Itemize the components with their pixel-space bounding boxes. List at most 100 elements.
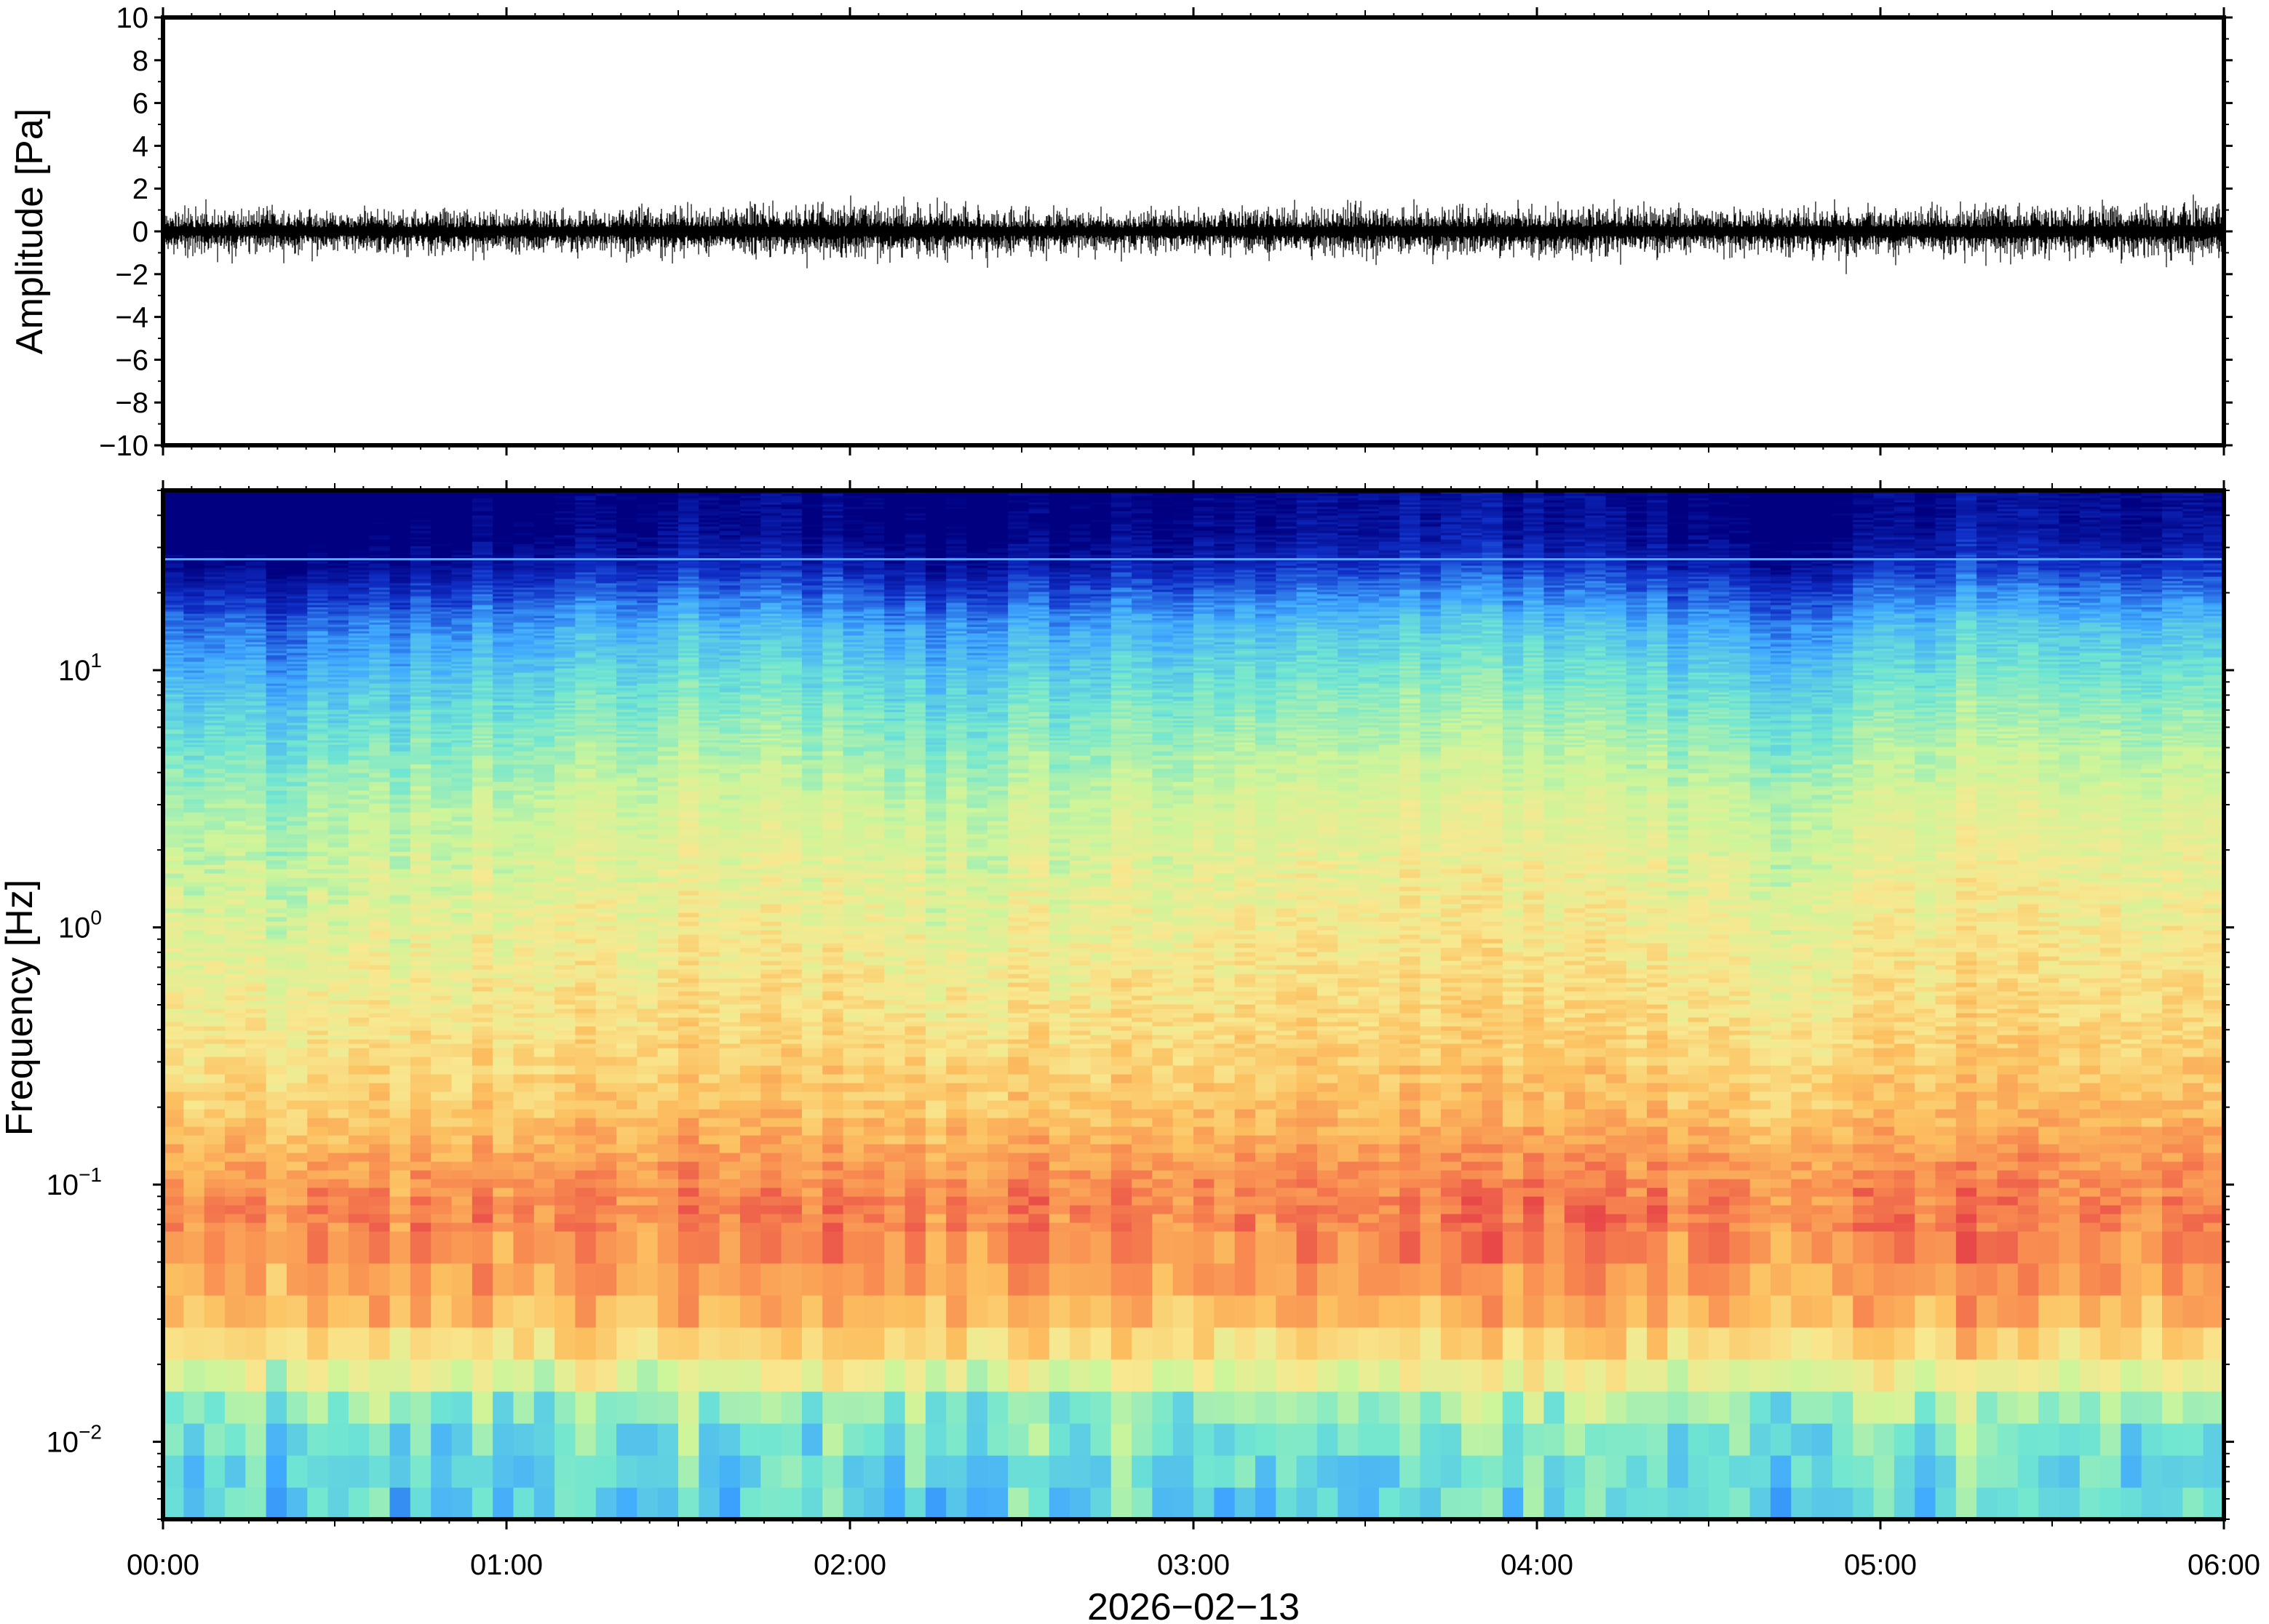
spectrogram-cell [431, 1000, 452, 1005]
spectrogram-cell [822, 1065, 843, 1075]
spectrogram-cell [1359, 987, 1380, 992]
spectrogram-cell [472, 1083, 493, 1092]
spectrogram-cell [1976, 1205, 1998, 1214]
spectrogram-cell [410, 1091, 432, 1101]
spectrogram-cell [2182, 1022, 2204, 1027]
spectrogram-cell [843, 1153, 865, 1162]
spectrogram-cell [637, 1487, 658, 1520]
spectrogram-cell [1214, 1153, 1235, 1162]
spectrogram-cell [1791, 1359, 1812, 1392]
spectrogram-cell [204, 1153, 226, 1162]
spectrogram-cell [307, 1170, 328, 1179]
spectrogram-cell [596, 1126, 617, 1136]
spectrogram-cell [493, 1022, 514, 1027]
spectrogram-cell [1379, 1118, 1400, 1127]
spectrogram-cell [1667, 1109, 1688, 1118]
spectrogram-cell [1709, 1455, 1730, 1488]
spectrogram-cell [637, 1295, 658, 1328]
spectrogram-cell [1503, 1065, 1524, 1075]
spectrogram-cell [431, 1423, 452, 1456]
spectrogram-cell [1667, 1455, 1688, 1488]
spectrogram-cell [1359, 1327, 1380, 1360]
spectrogram-cell [596, 1222, 617, 1232]
spectrogram-cell [1173, 1008, 1194, 1014]
spectrogram-cell [493, 1074, 514, 1083]
spectrogram-cell [1379, 1327, 1400, 1360]
spectrogram-cell [369, 1455, 390, 1488]
spectrogram-cell [2162, 1017, 2183, 1022]
spectrogram-cell [1090, 1231, 1111, 1264]
spectrogram-cell [678, 1035, 699, 1040]
spectrogram-cell [1173, 1222, 1194, 1232]
spectrogram-cell [204, 1013, 226, 1018]
spectrogram-cell [596, 1074, 617, 1083]
spectrogram-cell [946, 1135, 967, 1145]
spectrogram-cell [1255, 1170, 1276, 1179]
spectrogram-cell [163, 1035, 184, 1040]
spectrogram-cell [1152, 1187, 1173, 1197]
spectrogram-cell [1461, 1048, 1482, 1057]
spectrogram-cell [864, 1179, 885, 1188]
spectrogram-cell [287, 1126, 308, 1136]
spectrogram-cell [1317, 1022, 1338, 1027]
spectrogram-cell [493, 1026, 514, 1031]
spectrogram-cell [1235, 1008, 1256, 1014]
spectrogram-cell [1956, 1487, 1977, 1520]
spectrogram-cell [493, 982, 514, 987]
spectrogram-cell [905, 987, 926, 992]
spectrogram-cell [596, 1017, 617, 1022]
spectrogram-cell [1235, 1135, 1256, 1145]
spectrogram-cell [2059, 1391, 2080, 1424]
spectrogram-cell [2059, 1074, 2080, 1083]
spectrogram-cell [740, 1170, 761, 1179]
spectrogram-cell [1771, 1091, 1792, 1101]
spectrogram-cell [1441, 1004, 1462, 1009]
spectrogram-cell [843, 1039, 865, 1044]
spectrogram-cell [1812, 1187, 1833, 1197]
spectrogram-cell [1565, 1030, 1586, 1035]
spectrogram-cell [1049, 978, 1070, 983]
spectrogram-cell [287, 987, 308, 992]
spectrogram-cell [1771, 1135, 1792, 1145]
spectrogram-cell [2142, 1487, 2163, 1520]
spectrogram-cell [2162, 1048, 2183, 1057]
spectrogram-cell [1255, 1327, 1276, 1360]
spectrogram-cell [369, 1043, 390, 1048]
spectrogram-cell [1420, 1423, 1442, 1456]
spectrogram-cell [864, 1008, 885, 1014]
spectrogram-cell [1070, 1222, 1091, 1232]
spectrogram-cell [1441, 1065, 1462, 1075]
spectrogram-cell [225, 1091, 246, 1101]
spectrogram-cell [1709, 1000, 1730, 1005]
spectrogram-cell [1936, 1083, 1957, 1092]
spectrogram-cell [1812, 1455, 1833, 1488]
spectrogram-cell [163, 1170, 184, 1179]
spectrogram-cell [1235, 1118, 1256, 1127]
spectrogram-cell [204, 1017, 226, 1022]
spectrogram-cell [1832, 1039, 1853, 1044]
spectrogram-cell [596, 1161, 617, 1171]
spectrogram-cell [1832, 974, 1853, 979]
spectrogram-cell [2204, 1083, 2225, 1092]
spectrogram-cell [1523, 1359, 1544, 1392]
spectrogram-cell [1976, 1455, 1998, 1488]
spectrogram-cell [1379, 1100, 1400, 1110]
spectrogram-cell [1791, 1091, 1812, 1101]
spectrogram-cell [1359, 1000, 1380, 1005]
spectrogram-cell [513, 1359, 534, 1392]
spectrogram-cell [2080, 1065, 2101, 1075]
spectrogram-cell [431, 1056, 452, 1066]
spectrogram-cell [1915, 1187, 1936, 1197]
spectrogram-cell [1317, 1039, 1338, 1044]
spectrogram-cell [493, 1222, 514, 1232]
spectrogram-cell [1585, 1455, 1606, 1488]
spectrogram-cell [1090, 1109, 1111, 1118]
spectrogram-cell [431, 1004, 452, 1009]
spectrogram-cell [1709, 1144, 1730, 1153]
spectrogram-cell [1771, 1423, 1792, 1456]
spectrogram-cell [1049, 1017, 1070, 1022]
spectrogram-cell [1235, 1017, 1256, 1022]
spectrogram-cell [1626, 1039, 1648, 1044]
spectrogram-cell [596, 991, 617, 996]
spectrogram-cell [2182, 1455, 2204, 1488]
